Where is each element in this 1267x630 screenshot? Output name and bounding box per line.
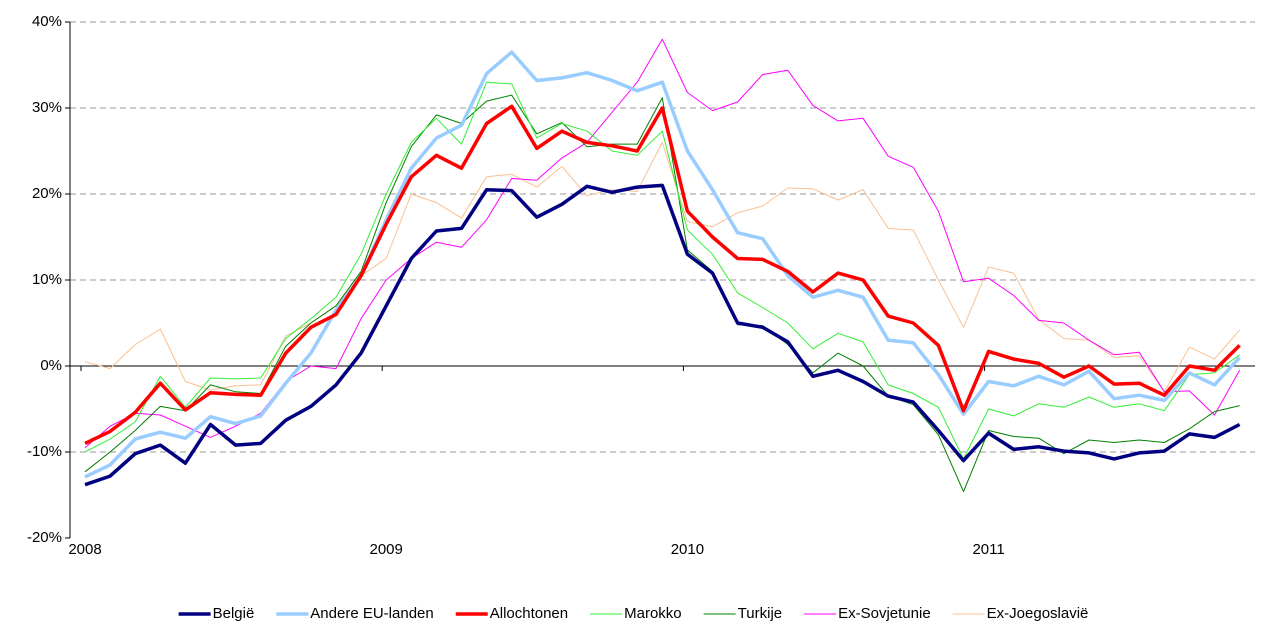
legend-label: België — [213, 605, 255, 622]
x-tick-label: 2009 — [370, 541, 403, 558]
series-line — [84, 104, 1241, 445]
y-tick-label: -20% — [27, 529, 62, 546]
legend-label: Allochtonen — [490, 605, 568, 622]
y-tick-label: 10% — [32, 271, 62, 288]
legend-label: Marokko — [624, 605, 682, 622]
legend: België Andere EU-landen Allochtonen Marokko… — [178, 605, 1089, 622]
x-tick-label: 2011 — [972, 541, 1004, 558]
series-line — [84, 94, 1240, 493]
series-line — [84, 141, 1240, 393]
y-tick-label: 0% — [40, 357, 62, 374]
y-tick-label: 30% — [32, 99, 62, 116]
legend-label: Ex-Joegoslavië — [987, 605, 1089, 622]
x-tick-label: 2008 — [68, 541, 101, 558]
y-tick-label: 40% — [32, 13, 62, 30]
y-tick-label: -10% — [27, 443, 62, 460]
series-line — [84, 81, 1240, 460]
legend-label: Turkije — [738, 605, 782, 622]
legend-label: Andere EU-landen — [310, 605, 433, 622]
y-tick-label: 20% — [32, 185, 62, 202]
series-line — [84, 50, 1241, 479]
series-line — [84, 183, 1241, 487]
x-tick-label: 2010 — [671, 541, 704, 558]
legend-label: Ex-Sovjetunie — [838, 605, 931, 622]
